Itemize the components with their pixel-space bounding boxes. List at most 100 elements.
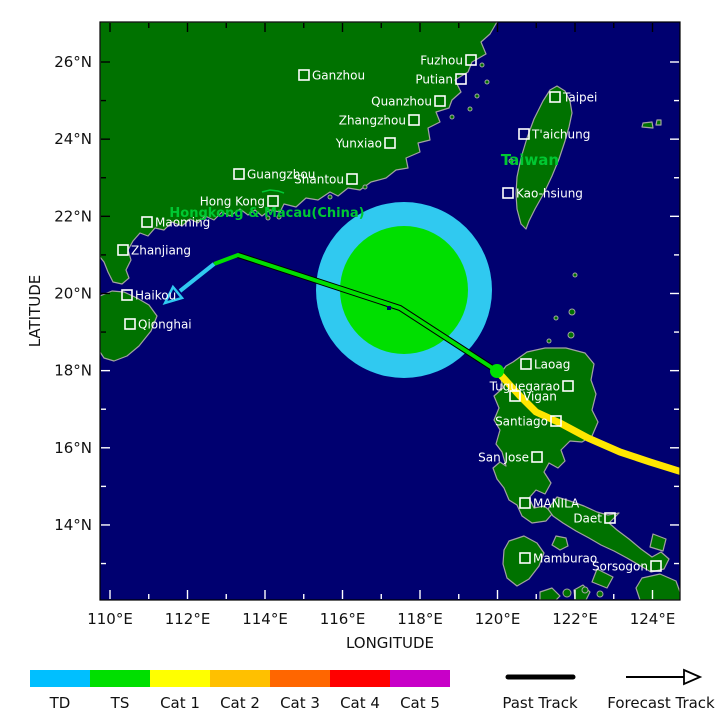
city-marker: [434, 95, 446, 107]
city-label: Kao-hsiung: [516, 187, 583, 201]
legend-label: Cat 5: [400, 694, 440, 710]
forecast-track-legend-label: Forecast Track: [607, 694, 715, 710]
y-tick-label: 14°N: [54, 516, 92, 534]
city-label: San Jose: [478, 451, 529, 465]
storm-track-layer: [162, 202, 680, 476]
city-label: Hong Kong: [200, 195, 265, 209]
city-marker: [549, 91, 561, 103]
land-marinduque: [551, 535, 569, 551]
forecast-point-marker: [387, 306, 391, 310]
forecast-track-ts-segment: [213, 253, 499, 373]
legend-swatch-cat-4: [330, 670, 390, 687]
islet: [568, 308, 576, 316]
forecast-track-td-segment: [178, 262, 216, 293]
legend-label: Cat 4: [340, 694, 380, 710]
land-catanduanes: [649, 533, 667, 552]
city-label: Mamburao: [533, 552, 597, 566]
city-marker: [384, 137, 396, 149]
current-position-dot: [490, 364, 504, 378]
islet: [562, 588, 572, 598]
city-label: Tuguegarao: [489, 380, 560, 394]
city-label: Laoag: [534, 358, 570, 372]
islet: [467, 106, 473, 112]
land-samar: [635, 573, 680, 600]
y-tick-label: 26°N: [54, 53, 92, 71]
city-marker: [455, 73, 467, 85]
islet: [572, 272, 578, 278]
city-marker: [550, 415, 562, 427]
islet: [581, 586, 589, 594]
city-marker: [408, 114, 420, 126]
land-island_e_taiwan_2: [655, 119, 662, 126]
city-label: Haikou: [135, 289, 176, 303]
islet: [546, 338, 552, 344]
city-marker: [562, 380, 574, 392]
y-tick-label: 20°N: [54, 284, 92, 302]
city-marker: [519, 497, 531, 509]
city-label: Sorsogon: [592, 560, 648, 574]
islet: [567, 331, 575, 339]
land-hainan: [100, 290, 158, 362]
x-tick-label: 112°E: [165, 610, 211, 628]
city-marker: [518, 128, 530, 140]
islet: [327, 194, 333, 200]
city-label: Daet: [573, 512, 602, 526]
legend-swatch-cat-1: [150, 670, 210, 687]
islet: [449, 114, 455, 120]
y-tick-label: 24°N: [54, 130, 92, 148]
legend-swatch-cat-5: [390, 670, 450, 687]
city-label: Vigan: [523, 390, 557, 404]
legend-label: Cat 3: [280, 694, 320, 710]
land-masbate: [591, 568, 614, 589]
map-frame: [99, 21, 681, 601]
city-marker: [141, 216, 153, 228]
city-label: Maoming: [155, 216, 210, 230]
city-label: Zhanjiang: [131, 244, 191, 258]
city-label: Fuzhou: [420, 54, 463, 68]
land-bicol: [547, 496, 670, 573]
land-island_e_taiwan_1: [641, 121, 654, 129]
legend-swatch-cat-2: [210, 670, 270, 687]
region-label: Hongkong & Macau(China): [169, 206, 364, 221]
islet: [508, 158, 514, 164]
legend-label: Cat 1: [160, 694, 200, 710]
city-label: T'aichung: [531, 128, 590, 142]
islet: [484, 79, 490, 85]
city-marker: [509, 390, 521, 402]
y-tick-label: 22°N: [54, 207, 92, 225]
land-mindoro: [502, 535, 545, 587]
city-label: Taipei: [562, 91, 597, 105]
city-marker: [233, 168, 245, 180]
islet: [479, 62, 485, 68]
x-tick-label: 124°E: [630, 610, 676, 628]
islet: [596, 590, 604, 598]
legend-label: TS: [110, 694, 130, 710]
city-label: Santiago: [495, 415, 548, 429]
x-tick-label: 118°E: [397, 610, 443, 628]
y-tick-label: 16°N: [54, 439, 92, 457]
islet: [553, 315, 559, 321]
legend-label: Cat 2: [220, 694, 260, 710]
city-marker: [604, 512, 616, 524]
x-tick-label: 110°E: [87, 610, 133, 628]
region-label: Taiwan: [501, 151, 559, 169]
city-label: Putian: [415, 73, 453, 87]
axis-labels-layer: LONGITUDE LATITUDE 110°E 112°E 114°E 116°E 1…: [26, 53, 675, 652]
y-axis-title: LATITUDE: [26, 275, 44, 348]
x-tick-label: 116°E: [320, 610, 366, 628]
x-axis-title: LONGITUDE: [346, 634, 434, 652]
x-tick-label: 114°E: [242, 610, 288, 628]
legend: TD TS Cat 1 Cat 2 Cat 3 Cat 4 Cat 5 Past Track F…: [30, 668, 715, 710]
land-taiwan: [515, 85, 573, 230]
y-tick-label: 18°N: [54, 362, 92, 380]
islet: [265, 215, 271, 221]
islet: [474, 93, 480, 99]
city-marker: [124, 318, 136, 330]
land-visayas_sw_1: [539, 587, 561, 600]
city-marker: [502, 187, 514, 199]
city-marker: [117, 244, 129, 256]
city-label: Ganzhou: [312, 69, 365, 83]
city-marker: [267, 195, 279, 207]
x-tick-label: 120°E: [475, 610, 521, 628]
